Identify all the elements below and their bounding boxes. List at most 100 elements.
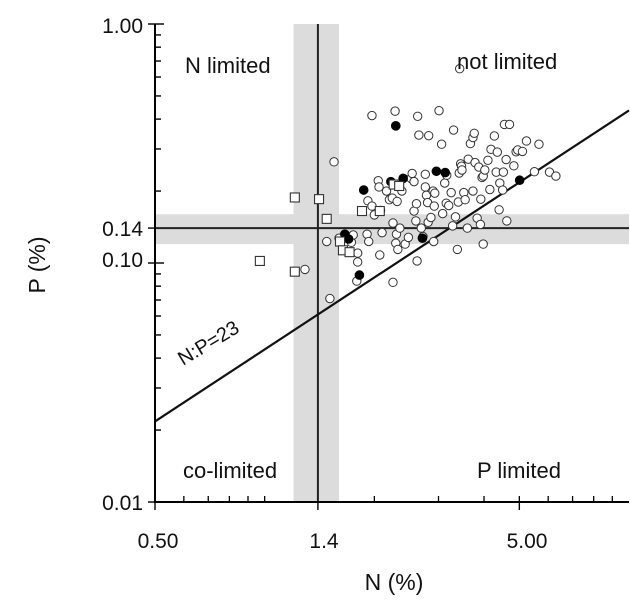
quadrant-label-co-limited: co-limited xyxy=(183,458,277,483)
open-circle-point xyxy=(420,182,431,192)
open-circle-point xyxy=(428,236,439,247)
open-circle-point xyxy=(498,167,509,177)
open-circle-point xyxy=(352,257,363,267)
open-circle-point xyxy=(407,168,417,179)
filled-circle-point xyxy=(514,175,525,186)
open-square-point xyxy=(344,247,355,258)
open-square-point xyxy=(394,180,405,192)
open-circle-point xyxy=(390,106,400,116)
open-circle-point xyxy=(452,244,463,255)
open-circle-point xyxy=(480,165,490,175)
open-circle-point xyxy=(374,182,384,192)
open-circle-point xyxy=(412,111,423,121)
open-square-point xyxy=(374,205,385,217)
y-tick-label-014: 0.14 xyxy=(102,218,143,241)
open-circle-point xyxy=(393,244,403,255)
open-circle-point xyxy=(437,208,448,219)
open-circle-point xyxy=(509,161,519,171)
open-circle-point xyxy=(420,169,431,180)
axes xyxy=(148,23,629,510)
np-ratio-line xyxy=(154,109,630,423)
open-circle-point xyxy=(429,201,439,211)
open-circle-point xyxy=(448,125,459,135)
open-circle-point xyxy=(478,239,488,249)
open-circle-point xyxy=(497,185,508,195)
open-square-point xyxy=(356,205,368,217)
open-circle-point xyxy=(434,105,444,116)
open-circle-point xyxy=(416,223,426,233)
open-circle-point xyxy=(409,176,419,187)
x-tick-label-500: 5.00 xyxy=(507,530,548,553)
n-threshold-band xyxy=(293,24,340,502)
x-tick-label-050: 0.50 xyxy=(138,530,179,553)
open-circle-point xyxy=(395,223,405,233)
filled-circle-point xyxy=(431,166,442,177)
quadrant-label-n-limited: N limited xyxy=(185,53,271,78)
open-circle-point xyxy=(521,136,532,146)
open-circle-point xyxy=(388,277,398,288)
y-tick-label-1: 1.00 xyxy=(102,15,143,38)
y-tick-label-001: 0.01 xyxy=(102,492,143,515)
open-circle-point xyxy=(403,232,414,243)
open-circle-point xyxy=(430,188,440,198)
open-circle-point xyxy=(551,171,561,181)
open-circle-point xyxy=(483,155,493,165)
open-circle-point xyxy=(444,200,454,211)
open-square-point xyxy=(313,194,325,205)
open-circle-point xyxy=(462,223,473,233)
open-circle-point xyxy=(454,64,465,74)
y-tick-label-010: 0.10 xyxy=(102,249,143,272)
open-circle-point xyxy=(375,250,385,260)
open-circle-point xyxy=(489,131,500,141)
open-circle-point xyxy=(388,218,398,228)
open-circle-point xyxy=(457,165,467,175)
y-axis-label: P (%) xyxy=(24,236,50,293)
open-circle-point xyxy=(329,157,339,167)
quadrant-label-p-limited: P limited xyxy=(477,458,561,483)
filled-circle-point xyxy=(354,270,365,280)
open-circle-point xyxy=(352,248,363,258)
open-circle-point xyxy=(392,196,402,207)
ratio-line-label: N:P=23 xyxy=(174,317,243,371)
open-circle-point xyxy=(414,130,424,140)
quadrant-label-not-limited: not limited xyxy=(457,49,557,74)
open-circle-point xyxy=(450,212,461,222)
open-circle-point xyxy=(460,195,470,205)
open-circle-point xyxy=(501,154,511,165)
open-circle-point xyxy=(534,139,544,149)
open-square-point xyxy=(289,266,300,277)
open-circle-point xyxy=(469,128,479,138)
open-circle-point xyxy=(411,199,422,209)
threshold-bands xyxy=(155,24,629,502)
x-axis-label: N (%) xyxy=(365,569,424,595)
open-circle-point xyxy=(426,212,436,223)
open-square-point xyxy=(289,192,300,203)
open-circle-point xyxy=(502,216,512,226)
open-circle-point xyxy=(381,186,392,196)
filled-circle-point xyxy=(358,185,369,195)
open-circle-point xyxy=(485,184,495,195)
open-circle-point xyxy=(436,139,447,149)
data-points xyxy=(254,64,561,304)
open-circle-point xyxy=(504,119,515,130)
filled-circle-point xyxy=(440,167,451,178)
open-circle-point xyxy=(322,236,332,247)
open-circle-point xyxy=(367,110,377,121)
open-circle-point xyxy=(447,221,458,231)
x-tick-label-14: 1.4 xyxy=(309,530,339,553)
open-circle-point xyxy=(377,227,387,238)
open-circle-point xyxy=(475,219,486,230)
open-circle-point xyxy=(364,236,374,247)
open-square-point xyxy=(254,255,265,266)
open-circle-point xyxy=(440,178,450,188)
open-circle-point xyxy=(476,194,486,204)
open-circle-point xyxy=(517,146,528,157)
open-square-point xyxy=(321,213,332,224)
open-square-point xyxy=(334,236,346,247)
filled-circle-point xyxy=(343,234,354,244)
reference-lines xyxy=(154,24,630,502)
open-circle-point xyxy=(446,187,456,198)
open-circle-point xyxy=(300,264,310,275)
open-circle-point xyxy=(412,256,422,266)
